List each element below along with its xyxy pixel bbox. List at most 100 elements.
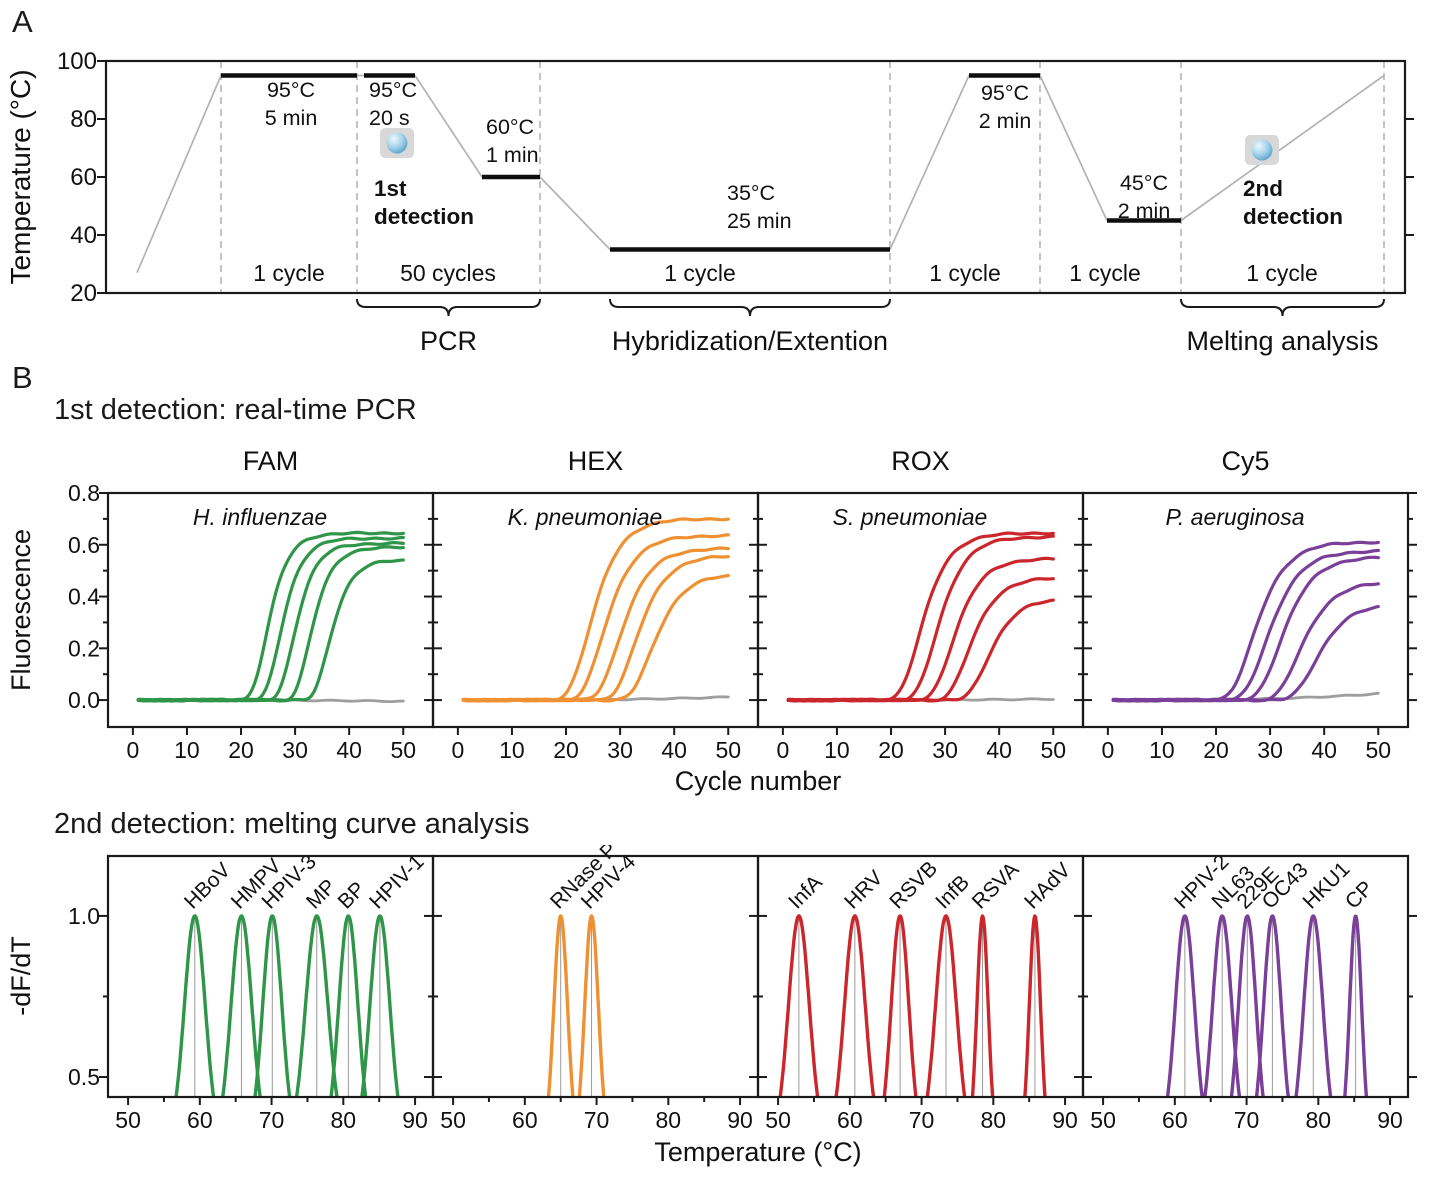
x-tick-label: 70 (584, 1107, 610, 1133)
melting-peak-curve (1343, 914, 1369, 1096)
melting-peak-curve (253, 914, 292, 1096)
melting-peak-curve (882, 914, 918, 1096)
channel-title: FAM (243, 446, 299, 476)
melting-peak-curve (221, 914, 262, 1096)
y-tick-label: 0.5 (68, 1064, 100, 1090)
amplification-curve (1111, 605, 1380, 703)
probe-sphere-icon (386, 132, 408, 154)
x-tick-label: 0 (1101, 737, 1114, 763)
melting-peak-curve (1203, 914, 1242, 1096)
peak-label: InfA (784, 871, 827, 914)
y-tick-label: 20 (70, 280, 97, 307)
step-time-label: 25 min (727, 209, 792, 233)
peak-label: HBoV (180, 858, 235, 913)
x-tick-label: 50 (1090, 1107, 1116, 1133)
temperature-ramp-line (136, 75, 222, 274)
x-tick-label: 60 (837, 1107, 863, 1133)
species-label: S. pneumoniae (833, 504, 988, 530)
step-temp-label: 95°C (369, 78, 417, 102)
temperature-ramp-line (889, 75, 970, 250)
x-tick-label: 50 (390, 737, 416, 763)
detection-icon (380, 128, 414, 158)
x-tick-label: 50 (715, 737, 741, 763)
x-tick-label: 70 (1234, 1107, 1260, 1133)
amplification-curve (461, 533, 730, 703)
y-tick-label: 0.4 (68, 584, 100, 610)
melting-peak-curve (834, 914, 876, 1096)
detection-icon (1245, 135, 1279, 165)
thermal-profile-chart: 20 40 60 80 100 Temperature (°C) 95°C 5 min 95°C… (5, 48, 1414, 356)
amplification-curve (461, 517, 730, 703)
melting-peak-curve (925, 914, 967, 1096)
x-tick-label: 80 (981, 1107, 1007, 1133)
x-tick-label: 40 (1311, 737, 1337, 763)
amplification-curve (461, 573, 730, 703)
panel-b-label: B (12, 360, 33, 395)
x-tick-label: 20 (878, 737, 904, 763)
x-tick-label: 10 (824, 737, 850, 763)
species-label: H. influenzae (193, 504, 327, 530)
step-time-label: 2 min (979, 109, 1032, 133)
amplification-curve (136, 558, 405, 703)
y-tick-label: 100 (57, 48, 97, 75)
stage-brace-label: PCR (420, 326, 477, 356)
species-label: K. pneumoniae (508, 504, 663, 530)
channel-title: Cy5 (1221, 446, 1269, 476)
melting-peak-curve (577, 914, 606, 1096)
x-tick-label: 0 (776, 737, 789, 763)
y-tick-label: 0.2 (68, 635, 100, 661)
x-tick-label: 90 (402, 1107, 428, 1133)
step-temp-label: 95°C (267, 78, 315, 102)
step-temp-label: 45°C (1120, 171, 1168, 195)
x-tick-label: 60 (1162, 1107, 1188, 1133)
x-tick-label: 30 (1257, 737, 1283, 763)
x-tick-label: 30 (282, 737, 308, 763)
cycle-count-label: 1 cycle (1246, 260, 1318, 286)
peak-label: BP (334, 877, 370, 913)
x-tick-label: 50 (115, 1107, 141, 1133)
channel-title: ROX (891, 446, 950, 476)
y-axis-title: -dF/dT (6, 936, 36, 1016)
melting-peak-curve (546, 914, 575, 1096)
step-time-label: 20 s (369, 106, 410, 130)
step-time-label: 5 min (265, 106, 318, 130)
x-tick-label: 20 (553, 737, 579, 763)
melting-peak-curve (1229, 914, 1265, 1096)
y-tick-label: 0.0 (68, 687, 100, 713)
x-tick-label: 0 (126, 737, 139, 763)
temperature-ramp-line (414, 75, 483, 178)
peak-label: CP (1341, 877, 1378, 914)
melting-peak-curve (329, 914, 368, 1096)
melting-peak-curve (1254, 914, 1290, 1096)
x-tick-label: 80 (656, 1107, 682, 1133)
y-tick-label: 40 (70, 222, 97, 249)
x-tick-label: 30 (932, 737, 958, 763)
y-axis-title: Temperature (°C) (5, 69, 36, 284)
peak-label: HPIV-1 (365, 850, 428, 913)
melting-peak-curve (174, 914, 216, 1096)
detection-label: detection (374, 204, 474, 229)
x-axis-title: Cycle number (675, 766, 842, 796)
step-temp-label: 60°C (486, 115, 534, 139)
x-tick-label: 80 (1306, 1107, 1332, 1133)
y-axis-title: Fluorescence (6, 529, 36, 691)
stage-brace-label: Hybridization/Extention (612, 326, 888, 356)
probe-sphere-icon (1251, 139, 1273, 161)
x-tick-label: 40 (661, 737, 687, 763)
step-time-label: 1 min (486, 143, 539, 167)
x-tick-label: 80 (331, 1107, 357, 1133)
species-label: P. aeruginosa (1166, 504, 1305, 530)
plot-box (1081, 491, 1410, 729)
cycle-count-label: 1 cycle (1069, 260, 1141, 286)
melting-peak-curve (1165, 914, 1204, 1096)
stage-brace (1180, 298, 1385, 317)
channel-title: HEX (568, 446, 624, 476)
peak-label: HRV (840, 866, 887, 913)
detection-label: 1st (374, 176, 407, 201)
stage-brace-label: Melting analysis (1186, 326, 1378, 356)
x-tick-label: 90 (727, 1107, 753, 1133)
x-tick-label: 70 (909, 1107, 935, 1133)
x-axis-title: Temperature (°C) (654, 1137, 861, 1167)
